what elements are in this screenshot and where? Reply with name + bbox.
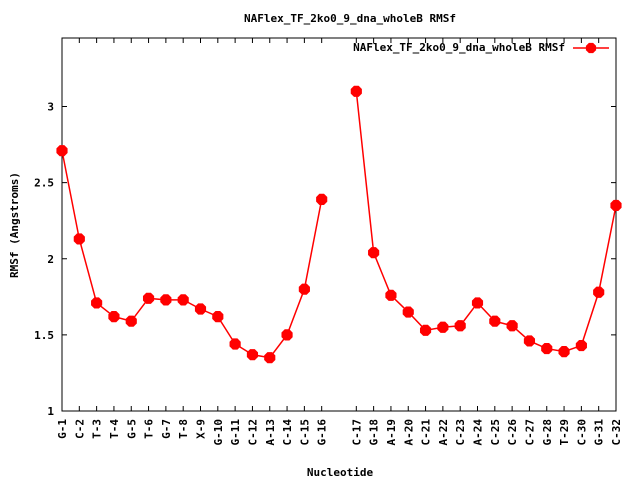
x-tick-label: A-22 bbox=[437, 419, 450, 446]
x-tick-label: G-7 bbox=[160, 419, 173, 439]
x-tick-label: T-8 bbox=[177, 419, 190, 439]
data-point bbox=[108, 311, 120, 323]
data-point bbox=[177, 294, 189, 306]
data-point bbox=[385, 289, 397, 301]
legend-entry-label: NAFlex_TF_2ko0_9_dna_wholeB RMSf bbox=[353, 41, 565, 54]
data-point bbox=[558, 346, 570, 358]
x-tick-label: C-26 bbox=[506, 419, 519, 446]
y-tick-label: 2 bbox=[47, 253, 54, 266]
data-point bbox=[575, 339, 587, 352]
x-tick-label: T-3 bbox=[91, 419, 104, 439]
legend-marker-swatch bbox=[585, 42, 597, 54]
data-point bbox=[350, 85, 362, 97]
data-point bbox=[489, 315, 501, 327]
data-point bbox=[281, 329, 293, 341]
data-point bbox=[298, 283, 310, 295]
data-point bbox=[142, 292, 155, 304]
x-tick-label: C-21 bbox=[420, 419, 433, 446]
plot-area-frame bbox=[61, 37, 617, 412]
chart-title: NAFlex_TF_2ko0_9_dna_wholeB RMSf bbox=[244, 12, 456, 25]
data-point bbox=[368, 247, 380, 259]
data-point bbox=[506, 320, 518, 332]
y-axis: 1 1.5 2 2.5 3 bbox=[34, 101, 616, 418]
x-tick-label: C-12 bbox=[246, 419, 259, 446]
y-tick-label: 1.5 bbox=[34, 329, 54, 342]
x-tick-label: C-30 bbox=[575, 419, 588, 446]
data-point bbox=[523, 335, 536, 347]
data-point bbox=[229, 338, 241, 350]
data-point bbox=[73, 233, 85, 245]
x-tick-label: G-31 bbox=[593, 419, 606, 446]
x-tick-label: A-13 bbox=[264, 419, 277, 446]
data-point bbox=[160, 294, 172, 306]
data-point bbox=[593, 286, 605, 298]
legend: NAFlex_TF_2ko0_9_dna_wholeB RMSf bbox=[353, 41, 609, 54]
data-point bbox=[125, 315, 137, 327]
x-tick-label: C-27 bbox=[523, 419, 536, 446]
y-tick-label: 2.5 bbox=[34, 177, 54, 190]
data-point bbox=[246, 349, 259, 361]
data-point bbox=[264, 352, 276, 364]
x-tick-label: A-24 bbox=[472, 419, 485, 446]
series-layer bbox=[56, 85, 622, 364]
data-point bbox=[541, 343, 553, 355]
y-tick-label: 3 bbox=[47, 101, 54, 114]
y-axis-title: RMSf (Angstroms) bbox=[8, 172, 21, 278]
data-point bbox=[471, 297, 484, 309]
data-point bbox=[91, 297, 103, 309]
x-axis: G-1 C-2 T-3 T-4 G-5 T-6 G-7 T-8 X-9 G-10 G-11 C-12 A… bbox=[56, 38, 623, 446]
x-axis-title: Nucleotide bbox=[307, 466, 374, 479]
data-point bbox=[194, 303, 207, 315]
series-line bbox=[61, 150, 323, 359]
x-tick-label: G-5 bbox=[125, 419, 138, 439]
x-tick-label: C-2 bbox=[73, 419, 86, 439]
x-tick-label: G-18 bbox=[368, 419, 381, 446]
x-tick-label: C-23 bbox=[454, 419, 467, 446]
x-tick-label: T-4 bbox=[108, 419, 121, 439]
x-tick-label: C-32 bbox=[610, 419, 623, 446]
x-tick-label: C-14 bbox=[281, 419, 294, 446]
data-point bbox=[437, 321, 449, 333]
x-tick-label: G-10 bbox=[212, 419, 225, 446]
x-tick-label: G-16 bbox=[316, 419, 329, 446]
x-tick-label: A-19 bbox=[385, 419, 398, 446]
series-line bbox=[355, 91, 617, 353]
data-point bbox=[316, 193, 328, 205]
x-tick-label: G-11 bbox=[229, 419, 242, 446]
x-tick-label: G-1 bbox=[56, 419, 69, 439]
y-tick-label: 1 bbox=[47, 405, 54, 418]
x-tick-label: C-25 bbox=[489, 419, 502, 446]
x-tick-label: C-15 bbox=[298, 419, 311, 446]
x-tick-label: T-29 bbox=[558, 419, 571, 446]
data-point bbox=[610, 199, 622, 212]
x-tick-label: A-20 bbox=[402, 419, 415, 446]
x-tick-label: G-28 bbox=[541, 419, 554, 446]
data-point bbox=[56, 145, 68, 157]
x-tick-label: C-17 bbox=[350, 419, 363, 446]
data-point bbox=[402, 306, 414, 318]
data-point bbox=[212, 311, 224, 323]
data-point bbox=[419, 324, 432, 336]
data-point bbox=[454, 320, 466, 332]
x-tick-label: X-9 bbox=[195, 419, 208, 439]
x-tick-label: T-6 bbox=[143, 419, 156, 439]
